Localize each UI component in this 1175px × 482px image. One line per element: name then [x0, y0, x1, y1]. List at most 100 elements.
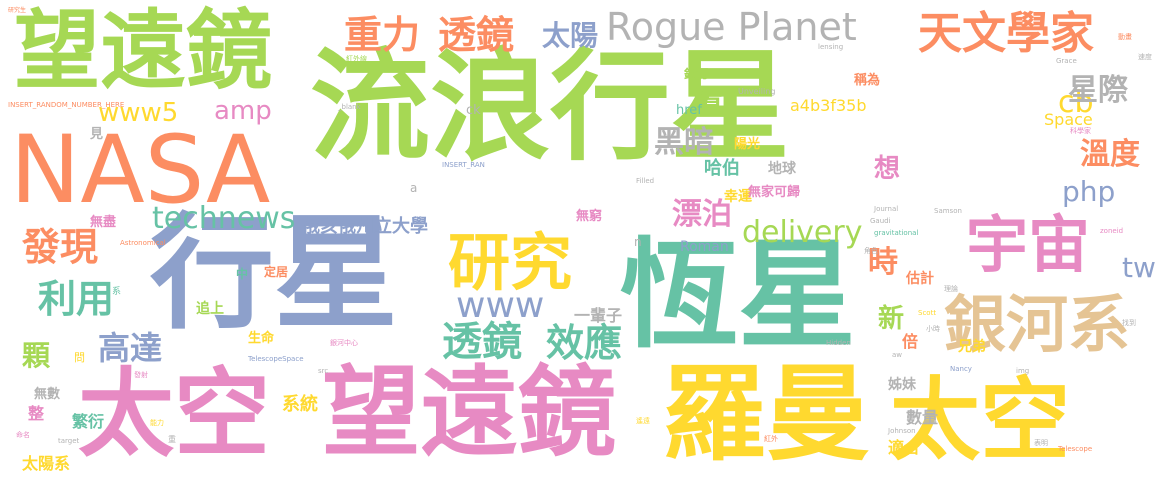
word-cloud-word: 適合: [888, 438, 921, 457]
word-cloud-word: a4b3f35b: [790, 96, 867, 115]
word-cloud-word: 無家可歸: [748, 185, 801, 200]
word-cloud-word: 宇宙: [966, 208, 1091, 281]
word-cloud-word: 太空: [890, 368, 1070, 473]
word-cloud-word: 無窮: [576, 209, 603, 224]
word-cloud-word: Hidden: [826, 339, 851, 347]
word-cloud-word: 系: [112, 287, 122, 297]
word-cloud-word: Astronomical: [120, 239, 166, 247]
word-cloud-word: 顆: [22, 339, 51, 372]
word-cloud-word: 定居: [264, 265, 289, 279]
word-cloud-word: TelescopeSpace: [248, 355, 304, 363]
word-cloud-word: 羅曼: [662, 353, 871, 475]
word-cloud-word: tw: [1122, 251, 1156, 284]
word-cloud-word: 銀河系: [944, 288, 1131, 361]
word-cloud-word: 生命: [248, 331, 275, 346]
word-cloud-word: 時: [868, 245, 898, 280]
word-cloud-word: NASA: [10, 116, 271, 225]
word-cloud-word: 透鏡: [438, 13, 515, 57]
word-cloud-word: 行星: [150, 202, 399, 346]
word-cloud-word: Johnson: [888, 427, 916, 435]
word-cloud-word: 陽光: [734, 137, 761, 152]
word-cloud-word: 太陽系: [22, 454, 71, 473]
word-cloud-word: 命名: [16, 431, 30, 439]
word-cloud-word: 姊妹: [888, 377, 916, 393]
word-cloud-word: 兄弟: [958, 339, 986, 355]
word-cloud-word: gravitational: [874, 229, 919, 237]
word-cloud-word: 找到: [1122, 319, 1136, 327]
word-cloud-word: 無盡: [90, 215, 117, 230]
word-cloud-word: 高達: [98, 329, 163, 367]
word-cloud-word: 億: [694, 85, 723, 118]
word-cloud-word: Telescope: [1058, 445, 1093, 453]
word-cloud-word: 溫度: [1080, 137, 1140, 172]
word-cloud-word: 銀河中心: [330, 339, 358, 347]
word-cloud-word: 無數: [34, 387, 61, 402]
word-cloud-word: 研究: [448, 226, 573, 299]
word-cloud-word: Roman: [680, 239, 729, 255]
word-cloud-word: img: [1016, 367, 1030, 375]
word-cloud-word: 科學家: [1070, 127, 1091, 135]
word-cloud-word: target: [58, 437, 80, 445]
word-cloud-word: INSERT_RAN: [442, 161, 485, 169]
word-cloud-word: 太陽: [542, 19, 599, 52]
word-cloud-word: Unveiling: [738, 87, 776, 96]
word-cloud-word: 見: [90, 127, 104, 142]
word-cloud-word: 紅外: [764, 435, 778, 443]
word-cloud-word: Space: [1044, 110, 1093, 129]
word-cloud-word: 能力: [150, 419, 164, 427]
word-cloud-word: 效應: [546, 321, 623, 365]
word-cloud-word: technews: [152, 201, 296, 236]
word-cloud-word: 望遠鏡: [14, 1, 272, 101]
word-cloud-word: lensing: [818, 43, 844, 51]
word-cloud-word: Rogue Planet: [606, 5, 857, 49]
word-cloud-word: 小時: [926, 325, 940, 333]
word-cloud-word: 系統: [282, 394, 318, 415]
word-cloud-word: 哈伯: [704, 158, 740, 179]
word-cloud-word: 繁衍: [72, 412, 105, 431]
word-cloud-word: www5: [98, 98, 179, 128]
word-cloud-word: 數量: [906, 408, 939, 427]
word-cloud-word: 紅外線: [346, 55, 367, 63]
word-cloud-word: 地球: [768, 161, 796, 177]
word-cloud-word: 想: [874, 154, 901, 184]
word-cloud-word: zoneid: [1100, 227, 1124, 235]
word-cloud-word: 發射: [134, 371, 148, 379]
word-cloud-word: 星際: [1068, 73, 1128, 108]
word-cloud-word: 追上: [196, 301, 224, 317]
word-cloud-word: 新: [878, 304, 905, 334]
word-cloud-word: 表明: [1034, 439, 1048, 447]
word-cloud-word: aw: [892, 351, 903, 359]
word-cloud-word: 問: [74, 351, 85, 364]
word-cloud-word: Gaudi: [870, 217, 891, 225]
word-cloud-word: 太空: [78, 358, 270, 470]
word-cloud-word: 重力: [344, 13, 421, 57]
word-cloud-word: 速度: [1138, 53, 1152, 61]
word-cloud-word: 銀河: [684, 67, 709, 81]
word-cloud-word: _blank: [338, 103, 361, 111]
word-cloud-word: 一輩子: [574, 306, 623, 325]
word-cloud-word: 重: [168, 435, 176, 444]
word-cloud-word: 理論: [944, 285, 958, 293]
word-cloud-word: www: [456, 285, 545, 326]
word-cloud-word: 俄亥俄州立大學: [302, 216, 428, 237]
word-cloud-word: Journal: [874, 205, 899, 213]
word-cloud-word: Scott: [918, 309, 937, 317]
word-cloud-word: 角色: [864, 247, 878, 255]
word-cloud-word: 發現: [22, 225, 99, 269]
word-cloud-word: 透鏡: [442, 319, 522, 365]
word-cloud-word: 流浪行星: [310, 38, 790, 177]
word-cloud-word: cb: [1058, 85, 1094, 120]
word-cloud-word: 漂泊: [672, 197, 732, 232]
word-cloud-word: amp: [214, 96, 272, 126]
word-cloud-word: 遙遠: [636, 417, 650, 425]
word-cloud-word: INSERT_RANDOM_NUMBER_HERE: [8, 101, 125, 109]
word-cloud-word: n: [634, 235, 642, 249]
word-cloud-word: Filled: [636, 177, 655, 185]
word-cloud-word: 恆星: [620, 226, 857, 364]
word-cloud-word: 中: [236, 267, 249, 281]
word-cloud-word: a: [410, 181, 418, 195]
word-cloud-word: 利用: [38, 277, 115, 321]
word-cloud-word: href: [676, 103, 702, 118]
word-cloud-word: 望遠鏡: [322, 356, 617, 470]
